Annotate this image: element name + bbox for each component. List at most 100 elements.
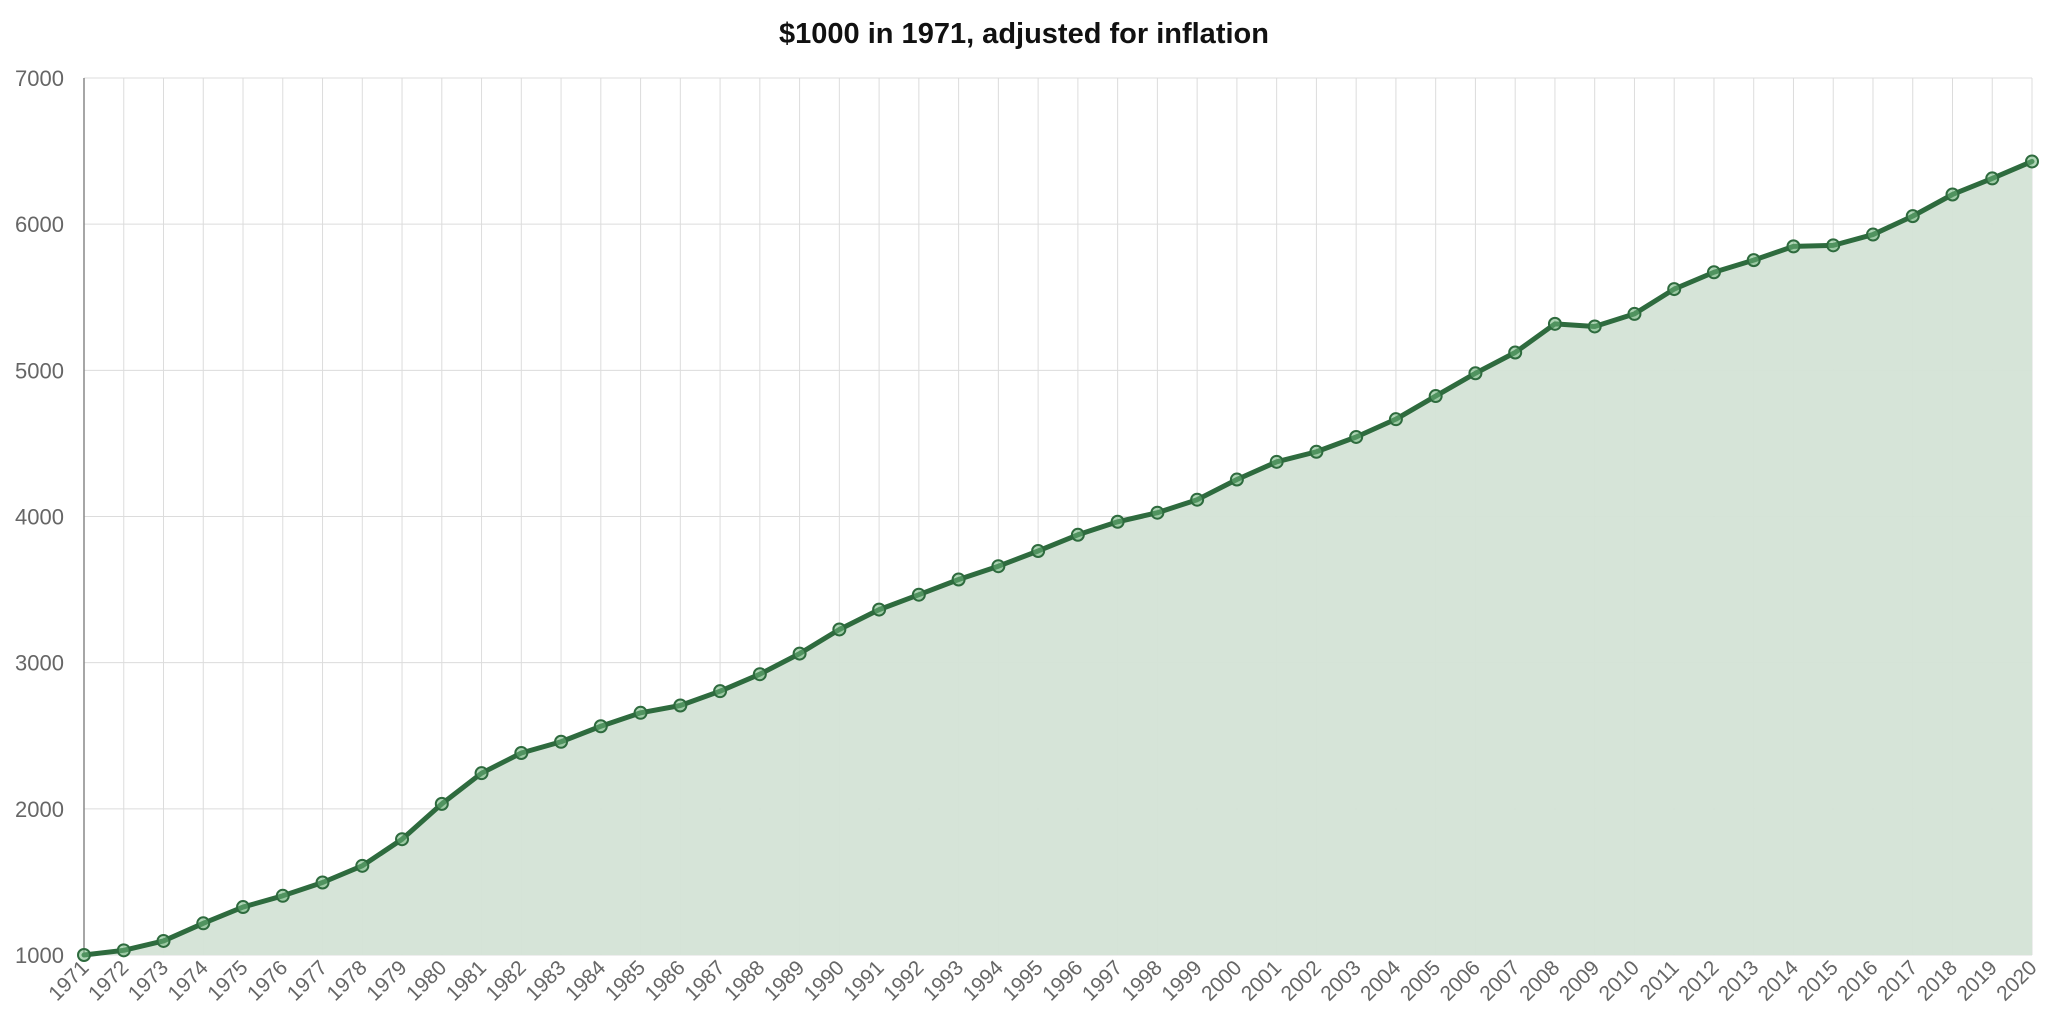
data-point bbox=[633, 705, 648, 720]
x-tick-label: 2007 bbox=[1475, 956, 1524, 1005]
x-tick-label: 2000 bbox=[1197, 956, 1246, 1005]
data-point bbox=[395, 832, 410, 847]
x-tick-label: 2010 bbox=[1595, 956, 1644, 1005]
data-point bbox=[1826, 238, 1841, 253]
x-tick-label: 1999 bbox=[1157, 956, 1206, 1005]
data-point bbox=[872, 602, 887, 617]
x-tick-label: 1984 bbox=[561, 956, 611, 1006]
x-tick-label: 2012 bbox=[1674, 956, 1723, 1005]
x-tick-label: 1988 bbox=[720, 956, 769, 1005]
x-tick-label: 1981 bbox=[442, 956, 491, 1005]
data-point bbox=[1269, 454, 1284, 469]
x-tick-label: 1980 bbox=[402, 956, 451, 1005]
y-tick-label: 5000 bbox=[15, 358, 64, 383]
x-tick-label: 1986 bbox=[641, 956, 690, 1005]
data-point bbox=[1349, 429, 1364, 444]
x-tick-label: 1991 bbox=[839, 956, 888, 1005]
data-point bbox=[355, 858, 370, 873]
data-point bbox=[514, 745, 529, 760]
x-tick-label: 1993 bbox=[919, 956, 968, 1005]
x-tick-label: 1978 bbox=[323, 956, 372, 1005]
data-point bbox=[752, 667, 767, 682]
data-point bbox=[1428, 389, 1443, 404]
data-point bbox=[1190, 492, 1205, 507]
x-tick-label: 1989 bbox=[760, 956, 809, 1005]
data-point bbox=[713, 684, 728, 699]
data-point bbox=[1229, 472, 1244, 487]
x-tick-label: 2014 bbox=[1754, 956, 1804, 1006]
data-point bbox=[236, 900, 251, 915]
data-point bbox=[434, 796, 449, 811]
x-tick-label: 1985 bbox=[601, 956, 650, 1005]
data-point bbox=[1070, 527, 1085, 542]
x-tick-label: 1976 bbox=[243, 956, 292, 1005]
x-tick-label: 1995 bbox=[998, 956, 1047, 1005]
x-tick-label: 1982 bbox=[482, 956, 531, 1005]
data-point bbox=[1547, 316, 1562, 331]
x-tick-label: 1973 bbox=[124, 956, 173, 1005]
data-point bbox=[1746, 253, 1761, 268]
data-point bbox=[593, 719, 608, 734]
data-point bbox=[1468, 366, 1483, 381]
x-tick-label: 1975 bbox=[203, 956, 252, 1005]
x-tick-label: 2003 bbox=[1316, 956, 1365, 1005]
x-tick-label: 1987 bbox=[680, 956, 729, 1005]
x-tick-label: 2004 bbox=[1356, 956, 1406, 1006]
data-point bbox=[1031, 543, 1046, 558]
data-point bbox=[1309, 444, 1324, 459]
data-point bbox=[1985, 171, 2000, 186]
x-tick-label: 1977 bbox=[283, 956, 332, 1005]
x-tick-label: 1979 bbox=[362, 956, 411, 1005]
series-line bbox=[81, 158, 2035, 958]
data-point bbox=[991, 559, 1006, 574]
x-tick-label: 2016 bbox=[1833, 956, 1882, 1005]
x-tick-label: 1983 bbox=[521, 956, 570, 1005]
x-tick-label: 1992 bbox=[879, 956, 928, 1005]
x-tick-label: 2017 bbox=[1873, 956, 1922, 1005]
data-point bbox=[792, 646, 807, 661]
x-tick-label: 2001 bbox=[1237, 956, 1286, 1005]
x-tick-label: 1994 bbox=[959, 956, 1009, 1006]
data-point bbox=[2025, 154, 2039, 169]
x-tick-label: 2019 bbox=[1952, 956, 2001, 1005]
x-tick-label: 1990 bbox=[800, 956, 849, 1005]
data-point bbox=[196, 916, 211, 931]
data-point bbox=[1945, 187, 1960, 202]
x-tick-label: 1996 bbox=[1038, 956, 1087, 1005]
data-point bbox=[1508, 345, 1523, 360]
data-point bbox=[116, 943, 131, 958]
x-tick-label: 2011 bbox=[1636, 956, 1684, 1004]
x-tick-label: 1997 bbox=[1078, 956, 1127, 1005]
data-point bbox=[1786, 239, 1801, 254]
x-tick-label: 2018 bbox=[1913, 956, 1962, 1005]
data-point bbox=[1905, 209, 1920, 224]
data-point bbox=[951, 572, 966, 587]
y-tick-label: 4000 bbox=[15, 505, 64, 530]
data-point bbox=[1865, 227, 1880, 242]
x-tick-label: 1974 bbox=[164, 956, 214, 1006]
chart-title: $1000 in 1971, adjusted for inflation bbox=[779, 18, 1269, 50]
y-tick-label: 2000 bbox=[15, 797, 64, 822]
x-tick-label: 1972 bbox=[84, 956, 133, 1005]
x-tick-label: 2008 bbox=[1515, 956, 1564, 1005]
data-points bbox=[77, 154, 2039, 962]
x-tick-label: 2020 bbox=[1992, 956, 2041, 1005]
data-point bbox=[1587, 319, 1602, 334]
data-point bbox=[554, 734, 569, 749]
x-tick-label: 1998 bbox=[1118, 956, 1167, 1005]
x-tick-label: 2009 bbox=[1555, 956, 1604, 1005]
y-tick-label: 6000 bbox=[15, 212, 64, 237]
x-tick-label: 2006 bbox=[1436, 956, 1485, 1005]
data-point bbox=[1667, 282, 1682, 297]
y-tick-label: 7000 bbox=[15, 66, 64, 91]
x-tick-label: 2015 bbox=[1793, 956, 1842, 1005]
data-point bbox=[1388, 412, 1403, 427]
data-point bbox=[315, 875, 330, 890]
y-axis-ticks: 1000 2000 3000 4000 5000 6000 7000 bbox=[15, 66, 64, 968]
data-point bbox=[832, 622, 847, 637]
data-point bbox=[156, 933, 171, 948]
data-point bbox=[77, 948, 91, 962]
area-fill bbox=[84, 161, 2032, 955]
data-point bbox=[1627, 306, 1642, 321]
